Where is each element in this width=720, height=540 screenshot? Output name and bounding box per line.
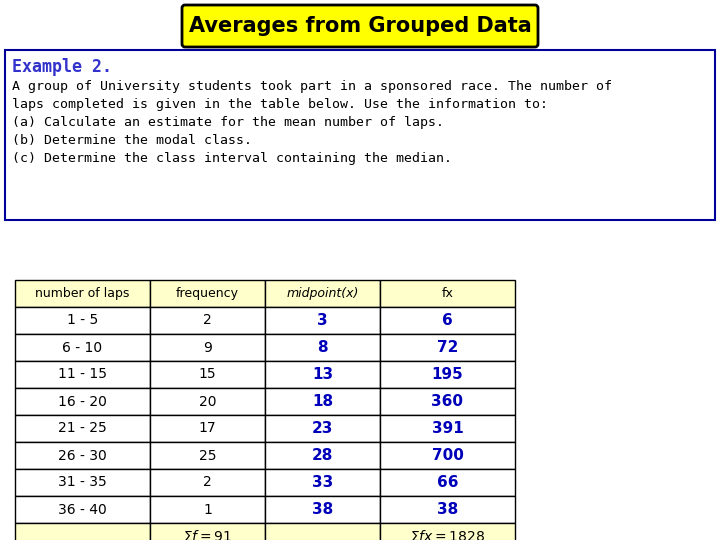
Text: 391: 391	[431, 421, 464, 436]
Bar	[15, 523, 150, 540]
Text: 11 - 15: 11 - 15	[58, 368, 107, 381]
Bar	[150, 388, 265, 415]
Bar	[265, 496, 380, 523]
Bar	[15, 496, 150, 523]
Bar	[150, 442, 265, 469]
Bar	[150, 280, 265, 307]
Text: 33: 33	[312, 475, 333, 490]
Bar	[265, 361, 380, 388]
Bar	[265, 280, 380, 307]
FancyBboxPatch shape	[5, 50, 715, 220]
Bar	[380, 388, 515, 415]
Text: 195: 195	[431, 367, 464, 382]
Bar	[380, 361, 515, 388]
Bar	[150, 334, 265, 361]
Bar	[15, 388, 150, 415]
Text: A group of University students took part in a sponsored race. The number of: A group of University students took part…	[12, 80, 612, 93]
Text: Example 2.: Example 2.	[12, 58, 112, 76]
Text: laps completed is given in the table below. Use the information to:: laps completed is given in the table bel…	[12, 98, 548, 111]
Text: 38: 38	[312, 502, 333, 517]
Text: 26 - 30: 26 - 30	[58, 449, 107, 462]
Text: 2: 2	[203, 476, 212, 489]
Text: 2: 2	[203, 314, 212, 327]
Text: 31 - 35: 31 - 35	[58, 476, 107, 489]
Text: 20: 20	[199, 395, 216, 408]
Text: 700: 700	[431, 448, 464, 463]
Bar	[265, 523, 380, 540]
Text: 17: 17	[199, 422, 216, 435]
Text: 1: 1	[203, 503, 212, 516]
Bar	[15, 442, 150, 469]
Text: Averages from Grouped Data: Averages from Grouped Data	[189, 16, 531, 36]
FancyBboxPatch shape	[182, 5, 538, 47]
Text: $\Sigma fx = 1828$: $\Sigma fx = 1828$	[410, 529, 485, 540]
Bar	[380, 334, 515, 361]
Bar	[150, 307, 265, 334]
Text: 6: 6	[442, 313, 453, 328]
Text: 21 - 25: 21 - 25	[58, 422, 107, 435]
Bar	[15, 334, 150, 361]
Text: 18: 18	[312, 394, 333, 409]
Text: 1 - 5: 1 - 5	[67, 314, 98, 327]
Text: 9: 9	[203, 341, 212, 354]
Text: 360: 360	[431, 394, 464, 409]
Text: 8: 8	[318, 340, 328, 355]
Text: (a) Calculate an estimate for the mean number of laps.: (a) Calculate an estimate for the mean n…	[12, 116, 444, 129]
Bar	[380, 280, 515, 307]
Bar	[15, 280, 150, 307]
Text: 38: 38	[437, 502, 458, 517]
Bar	[265, 307, 380, 334]
Text: 23: 23	[312, 421, 333, 436]
Text: (b) Determine the modal class.: (b) Determine the modal class.	[12, 134, 252, 147]
Bar	[380, 442, 515, 469]
Text: 72: 72	[437, 340, 458, 355]
Bar	[150, 496, 265, 523]
Bar	[265, 415, 380, 442]
Text: midpoint(x): midpoint(x)	[287, 287, 359, 300]
Text: $\Sigma f = 91$: $\Sigma f = 91$	[183, 529, 232, 540]
Bar	[380, 469, 515, 496]
Bar	[265, 334, 380, 361]
Text: frequency: frequency	[176, 287, 239, 300]
Text: (c) Determine the class interval containing the median.: (c) Determine the class interval contain…	[12, 152, 452, 165]
Text: 28: 28	[312, 448, 333, 463]
Text: 15: 15	[199, 368, 216, 381]
Text: 3: 3	[318, 313, 328, 328]
Text: 13: 13	[312, 367, 333, 382]
Bar	[265, 469, 380, 496]
Text: 16 - 20: 16 - 20	[58, 395, 107, 408]
Bar	[380, 415, 515, 442]
Bar	[15, 469, 150, 496]
Text: number of laps: number of laps	[35, 287, 130, 300]
Bar	[15, 361, 150, 388]
Text: 66: 66	[437, 475, 458, 490]
Bar	[150, 469, 265, 496]
Bar	[15, 415, 150, 442]
Text: 36 - 40: 36 - 40	[58, 503, 107, 516]
Bar	[265, 442, 380, 469]
Bar	[380, 496, 515, 523]
Bar	[380, 523, 515, 540]
Bar	[15, 307, 150, 334]
Bar	[150, 523, 265, 540]
Text: 6 - 10: 6 - 10	[63, 341, 102, 354]
Bar	[265, 388, 380, 415]
Text: 25: 25	[199, 449, 216, 462]
Bar	[150, 415, 265, 442]
Bar	[150, 361, 265, 388]
Text: fx: fx	[441, 287, 454, 300]
Bar	[380, 307, 515, 334]
